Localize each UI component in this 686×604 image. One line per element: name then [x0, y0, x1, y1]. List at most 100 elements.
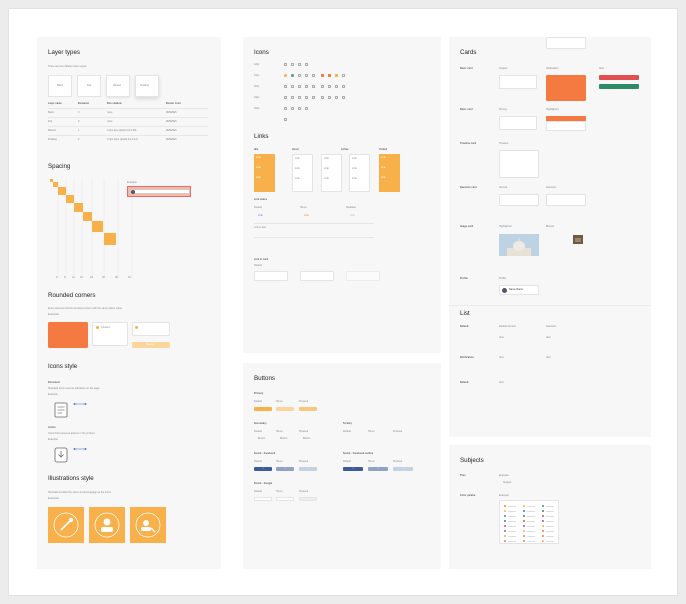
grid-icon: [291, 85, 294, 88]
google-button-pressed[interactable]: [299, 497, 317, 501]
blurred-image-thumb: [573, 235, 583, 244]
grid-icon: [284, 107, 287, 110]
grid-icon: [298, 85, 301, 88]
spacing-example-card: [127, 186, 191, 197]
link-menu-hover[interactable]: Link Link Link: [292, 154, 313, 192]
primary-button-pressed[interactable]: [299, 407, 317, 411]
dimension-marker-icon-2: [73, 448, 87, 450]
palette-swatch: [504, 535, 506, 537]
grid-icon: [312, 74, 315, 77]
grid-icon: [335, 74, 338, 77]
dot-icon: [291, 74, 294, 77]
link-disabled: Link: [350, 214, 355, 217]
timeline-card[interactable]: [499, 150, 539, 178]
palette-swatch: [523, 510, 525, 512]
grid-icon: [305, 74, 308, 77]
list-item[interactable]: Item: [546, 356, 551, 359]
grid-icon: [312, 96, 315, 99]
google-button-hover[interactable]: [276, 497, 294, 501]
list-title: List: [460, 310, 470, 317]
palette-swatch-label: [508, 520, 516, 522]
question-card-selected[interactable]: [546, 194, 586, 206]
palette-swatch-label: [527, 525, 535, 527]
grid-icon: [298, 107, 301, 110]
primary-button-hover[interactable]: [276, 407, 294, 411]
subject-tile[interactable]: Subject: [503, 481, 512, 484]
icons-style-section2-label: Action: [48, 427, 56, 429]
palette-swatch-label: [508, 505, 516, 507]
facebook-outline-button-default[interactable]: f: [343, 467, 363, 471]
link-menu-visited[interactable]: Link Link Link: [349, 154, 370, 192]
palette-swatch: [542, 510, 544, 512]
grid-icon: [291, 63, 294, 66]
palette-swatch: [542, 515, 544, 517]
highlighted-card-header[interactable]: [546, 116, 586, 121]
layer-card-floating: Floating: [135, 75, 159, 97]
link-menu-idle[interactable]: Link Link Link: [254, 154, 275, 192]
grid-icon: [298, 96, 301, 99]
blurred-image-card[interactable]: [546, 37, 586, 49]
avatar: [502, 288, 507, 293]
link-menu-selected[interactable]: Link Link Link: [379, 154, 400, 192]
list-item[interactable]: Item: [499, 356, 504, 359]
grid-icon: [335, 85, 338, 88]
facebook-outline-button-hover[interactable]: f: [368, 467, 388, 471]
list-item[interactable]: Item: [499, 381, 504, 384]
secondary-button-pressed[interactable]: Button: [303, 437, 311, 440]
highlighted-card-body[interactable]: [546, 121, 586, 131]
question-card-normal[interactable]: [499, 194, 539, 206]
google-button-default[interactable]: [254, 497, 272, 501]
facebook-icon: f: [262, 468, 264, 470]
secondary-button-hover[interactable]: Button: [280, 437, 288, 440]
palette-swatch-label: [508, 515, 516, 517]
primary-button-default[interactable]: [254, 407, 272, 411]
capitol-image-card[interactable]: [499, 234, 539, 256]
icons-style-title: Icons style: [48, 363, 78, 370]
grid-icon: [305, 63, 308, 66]
link-card-default[interactable]: [254, 271, 288, 281]
grid-icon: [291, 96, 294, 99]
cards-list-panel: Cards Basic card Subject Notification Al…: [449, 37, 651, 437]
notification-card[interactable]: [546, 75, 586, 101]
subject-card[interactable]: [499, 75, 537, 89]
palette-swatch: [504, 510, 506, 512]
download-icon: [54, 447, 68, 463]
pricing-card[interactable]: [499, 116, 537, 130]
facebook-button-default[interactable]: f: [254, 467, 272, 471]
color-palette-grid: [499, 500, 559, 544]
buttons-title: Buttons: [254, 375, 275, 382]
palette-swatch-label: [508, 540, 516, 542]
rounded-button[interactable]: Button: [132, 342, 170, 348]
profile-card[interactable]: Name Name: [499, 285, 539, 295]
grid-icon: [284, 63, 287, 66]
list-item[interactable]: Item: [499, 336, 504, 339]
secondary-button-default[interactable]: Button: [258, 437, 266, 440]
facebook-outline-button-pressed[interactable]: f: [393, 467, 413, 471]
link-states-label: Link states: [254, 199, 268, 201]
spacing-example-label: Example: [127, 181, 137, 184]
rounded-card-notification: [132, 322, 170, 336]
link-hover[interactable]: Link: [304, 214, 309, 217]
palette-swatch-label: [546, 510, 554, 512]
spacing-title: Spacing: [48, 163, 71, 170]
palette-swatch-label: [508, 510, 516, 512]
grid-icon: [298, 63, 301, 66]
rounded-corners-example-label: Examples: [48, 313, 59, 316]
list-item[interactable]: Item: [546, 336, 551, 339]
palette-swatch: [523, 530, 525, 532]
grid-icon: [305, 107, 308, 110]
layer-card-raised: Raised: [106, 75, 130, 97]
alert-card-red: [599, 75, 639, 80]
link-menu-active[interactable]: Link Link Link: [321, 154, 342, 192]
foundations-panel: Layer types There are four different lay…: [37, 37, 221, 569]
facebook-button-hover[interactable]: f: [276, 467, 294, 471]
facebook-button-pressed[interactable]: f: [299, 467, 317, 471]
palette-swatch: [542, 505, 544, 507]
dot-icon: [284, 74, 287, 77]
link-default[interactable]: Link: [258, 214, 263, 217]
palette-swatch-label: [546, 525, 554, 527]
palette-swatch: [542, 525, 544, 527]
grid-icon: [321, 96, 324, 99]
link-card-hover[interactable]: [300, 271, 334, 281]
grid-icon: [298, 74, 301, 77]
